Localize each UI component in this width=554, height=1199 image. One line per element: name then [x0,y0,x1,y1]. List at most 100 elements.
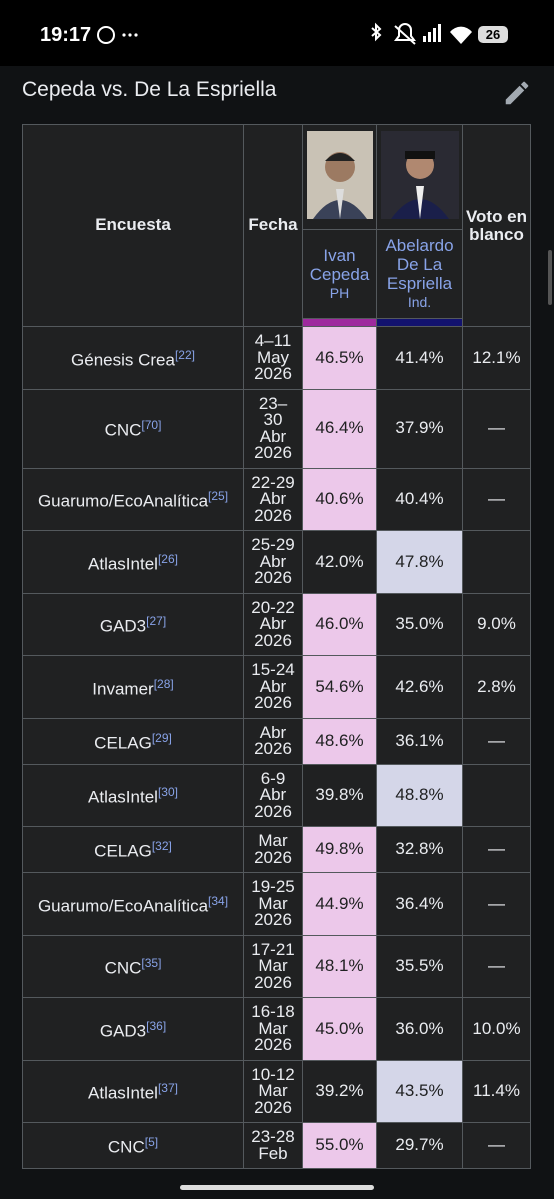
pollster-name[interactable]: CNC [104,958,142,978]
date-line: Abr [259,676,287,696]
section-title: Cepeda vs. De La Espriella [22,78,277,101]
status-icons: 26 [97,22,508,45]
pollster-name[interactable]: CNC [107,1138,145,1158]
date-line: 10-12 [251,1064,295,1084]
date: 19-25 Mar 2026 [243,872,303,936]
vote-share: 46.5% [302,326,377,390]
vote-share: 42.0% [302,530,377,594]
reference[interactable]: [27] [146,614,167,629]
date-line: 17-21 [251,939,295,959]
blank-vote: 2.8% [462,655,531,719]
pollster-name[interactable]: AtlasIntel [88,554,158,574]
poll-row: AtlasIntel[30] 6-9 Abr 2026 39.8% 48.8% [22,763,531,827]
reference[interactable]: [36] [146,1018,167,1033]
reference[interactable]: [26] [157,551,178,566]
pollster-name[interactable]: CELAG [94,842,152,862]
reference[interactable]: [25] [208,489,229,504]
pollster: AtlasIntel[37] [22,1059,244,1123]
pollster: Invamer[28] [22,655,244,719]
vote-share: 43.5% [376,1059,463,1123]
date-line: 6-9 [260,768,286,788]
date: 4–11 May 2026 [243,326,303,390]
date: 17-21 Mar 2026 [243,934,303,998]
pollster: CELAG[32] [22,826,244,873]
pollster-name[interactable]: Invamer [92,679,154,699]
poll-row: Guarumo/EcoAnalítica[34] 19-25 Mar 2026 44.9… [22,872,531,936]
vote-share: 40.6% [302,467,377,531]
pollster-name[interactable]: AtlasIntel [88,787,158,807]
reference[interactable]: [32] [151,839,172,854]
date: 23-28 Feb [243,1122,303,1169]
reference[interactable]: [29] [151,730,172,745]
pollster-name[interactable]: Guarumo/EcoAnalítica [37,896,209,916]
poll-table: Encuesta Fecha Voto en blanco Ivan Cepeda PH… [22,124,531,1169]
reference[interactable]: [70] [141,418,162,433]
poll-row: GAD3[27] 20-22 Abr 2026 46.0% 35.0% 9.0% [22,592,531,656]
pollster: CNC[35] [22,934,244,998]
pollster-name[interactable]: GAD3 [99,616,147,636]
vote-share: 40.4% [376,467,463,531]
reference[interactable]: [35] [141,956,162,971]
candidate-photo [381,131,459,220]
column-header: Encuesta [22,124,244,327]
column-header: Voto en blanco [462,124,531,327]
poll-row: AtlasIntel[37] 10-12 Mar 2026 39.2% 43.5% 11.4… [22,1059,531,1123]
reference[interactable]: [5] [144,1135,159,1150]
time: 19:17 [40,24,92,46]
vote-share: 42.6% [376,655,463,719]
date-line: Mar [258,1018,288,1038]
pollster: AtlasIntel[30] [22,763,244,827]
blank-vote: — [462,826,531,873]
vote-share: 35.5% [376,934,463,998]
date-line: Mar [258,956,288,975]
reference[interactable]: [22] [174,347,195,362]
vote-share: 48.1% [302,934,377,998]
date-line: 2026 [254,1035,292,1054]
blank-vote [462,763,531,827]
edit-button[interactable] [502,78,532,108]
date-line: Abr [259,722,287,742]
reference[interactable]: [30] [157,785,178,800]
poll-row: CNC[35] 17-21 Mar 2026 48.1% 35.5% — [22,934,531,998]
blank-vote: — [462,1122,531,1169]
pollster-name[interactable]: AtlasIntel [88,1083,158,1103]
blank-vote: — [462,934,531,998]
date-line: 2026 [254,847,292,867]
date-line: 23– [258,393,288,413]
reference[interactable]: [37] [157,1081,178,1096]
poll-row: CNC[5] 23-28 Feb 55.0% 29.7% — [22,1122,531,1169]
pollster-name[interactable]: CNC [104,421,142,441]
date-line: 22-29 [251,472,295,492]
vote-share: 36.4% [376,872,463,936]
vote-share: 45.0% [302,997,377,1061]
blank-vote: — [462,388,531,469]
vote-share: 37.9% [376,388,463,469]
date: Abr 2026 [243,717,303,765]
pollster-name[interactable]: CELAG [94,733,152,753]
vote-share: 46.0% [302,592,377,656]
reference[interactable]: [28] [153,676,174,691]
pollster-name[interactable]: GAD3 [99,1021,147,1041]
color-row [23,318,531,327]
candidate-name[interactable]: Abelardo De La Espriella [385,236,454,293]
date-line: May [256,347,290,367]
date: Mar 2026 [243,826,303,873]
candidate-name[interactable]: Ivan Cepeda [309,245,370,284]
blank-vote: — [462,467,531,531]
party-color [376,318,463,327]
blank-vote: 11.4% [462,1059,531,1123]
scrollbar [548,250,552,305]
candidate-party: Ind. [407,294,432,310]
vote-share: 49.8% [302,826,377,873]
candidate-header[interactable]: Ivan Cepeda PH [302,229,377,319]
reference[interactable]: [34] [208,893,229,908]
pollster: CNC[70] [22,388,244,469]
vote-share: 47.8% [376,530,463,594]
pollster-name[interactable]: Guarumo/EcoAnalítica [37,491,209,511]
candidate-header[interactable]: Abelardo De La Espriella Ind. [376,229,463,319]
date-line: 4–11 [254,331,292,350]
date-line: Mar [258,1081,288,1100]
pollster: AtlasIntel[26] [22,530,244,594]
pollster-name[interactable]: Génesis Crea [71,350,175,370]
date-line: 2026 [254,693,292,712]
